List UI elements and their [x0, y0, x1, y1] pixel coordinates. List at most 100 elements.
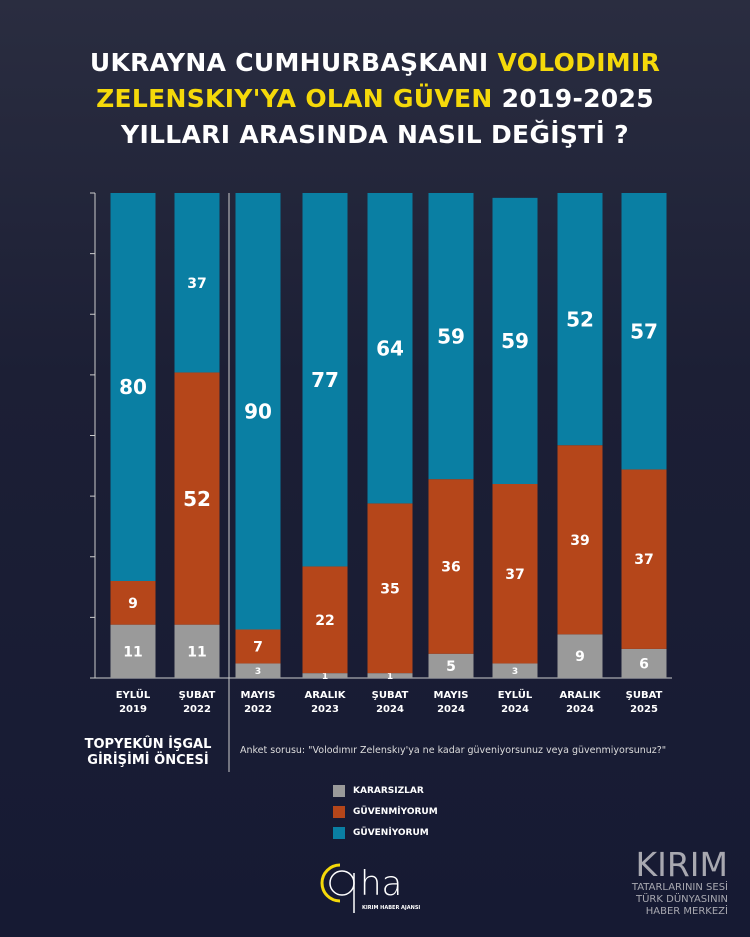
legend-swatch — [333, 805, 345, 818]
data-label: 5 — [446, 659, 456, 675]
legend-label: GÜVENMİYORUM — [353, 806, 438, 817]
data-label: 37 — [634, 552, 653, 568]
legend-item: KARARSIZLAR — [333, 780, 438, 801]
data-label: 9 — [128, 596, 138, 612]
note-line: GİRİŞİMİ ÖNCESİ — [87, 753, 209, 768]
x-tick-label: ARALIK — [304, 690, 346, 701]
x-tick-label: MAYIS — [241, 690, 276, 701]
bar-guvenmiyorum — [492, 484, 538, 664]
data-label: 11 — [187, 644, 206, 660]
x-tick-label: 2022 — [244, 704, 272, 715]
data-label: 37 — [505, 567, 524, 583]
svg-text:ha: ha — [360, 864, 402, 904]
legend-swatch — [333, 784, 345, 797]
x-tick-label: 2022 — [183, 704, 211, 715]
brand-line: TÜRK DÜNYASININ — [636, 894, 728, 905]
bar-kararsizlar — [621, 648, 667, 678]
bar-guveniyorum — [492, 197, 538, 484]
bar-kararsizlar — [557, 634, 603, 678]
data-label: 7 — [253, 640, 263, 656]
data-label: 3 — [255, 667, 261, 677]
data-label: 77 — [311, 368, 339, 392]
data-label: 35 — [380, 581, 399, 597]
bar-guveniyorum — [174, 193, 220, 373]
legend: KARARSIZLAR GÜVENMİYORUM GÜVENİYORUM — [333, 780, 438, 843]
title-text: YILLARI ARASINDA NASIL DEĞİŞTİ ? — [121, 120, 629, 149]
logo-subtitle: KIRIM HABER AJANSI — [362, 905, 421, 911]
brand-block: KIRIM TATARLARININ SESİ TÜRK DÜNYASININ … — [632, 848, 728, 918]
bar-guveniyorum — [302, 193, 348, 567]
bar-guveniyorum — [367, 193, 413, 504]
x-tick-label: ŞUBAT — [626, 690, 663, 701]
x-tick-label: EYLÜL — [498, 687, 533, 701]
brand-line: TATARLARININ SESİ — [631, 882, 728, 893]
x-tick-label: ARALIK — [559, 690, 601, 701]
data-label: 52 — [183, 487, 211, 511]
stacked-bar-chart: 11980EYLÜL2019115237ŞUBAT20223790MAYIS20… — [90, 192, 672, 772]
qha-logo: ha — [320, 863, 402, 913]
data-label: 6 — [639, 656, 649, 672]
x-tick-label: 2024 — [376, 704, 404, 715]
data-label: 9 — [575, 649, 585, 665]
brand-name: KIRIM — [635, 845, 728, 884]
x-tick-label: EYLÜL — [116, 687, 151, 701]
x-tick-label: 2023 — [311, 704, 339, 715]
bar-kararsizlar — [367, 673, 413, 678]
data-label: 37 — [187, 276, 206, 292]
legend-swatch — [333, 826, 345, 839]
bar-guvenmiyorum — [428, 479, 474, 654]
bar-guveniyorum — [428, 193, 474, 480]
data-label: 80 — [119, 375, 147, 399]
title-text: 2019-2025 — [492, 84, 654, 113]
survey-question: Anket sorusu: "Volodımır Zelenskıy'ya ne… — [240, 745, 667, 756]
bar-guvenmiyorum — [235, 629, 281, 664]
data-label: 39 — [570, 533, 589, 549]
data-label: 3 — [512, 667, 518, 677]
data-label: 22 — [315, 613, 334, 629]
x-tick-label: ŞUBAT — [372, 690, 409, 701]
title-highlight: VOLODIMIR — [497, 48, 661, 77]
data-label: 59 — [437, 324, 465, 348]
x-tick-label: MAYIS — [434, 690, 469, 701]
note-line: TOPYEKÛN İŞGAL — [84, 737, 212, 752]
x-tick-label: 2024 — [566, 704, 594, 715]
x-tick-label: 2025 — [630, 704, 658, 715]
bar-guvenmiyorum — [110, 581, 156, 625]
bar-kararsizlar — [492, 663, 538, 678]
bar-guveniyorum — [621, 193, 667, 470]
x-tick-label: 2024 — [501, 704, 529, 715]
data-label: 36 — [441, 559, 460, 575]
data-label: 52 — [566, 307, 594, 331]
brand-line: HABER MERKEZİ — [645, 906, 728, 917]
data-label: 64 — [376, 336, 404, 360]
bar-guvenmiyorum — [557, 445, 603, 635]
chart-title: UKRAYNA CUMHURBAŞKANI VOLODIMIR ZELENSKI… — [0, 45, 750, 153]
title-highlight: ZELENSKIY'YA OLAN GÜVEN — [96, 84, 493, 113]
bar-guvenmiyorum — [302, 566, 348, 674]
bar-kararsizlar — [235, 663, 281, 678]
data-label: 11 — [123, 644, 142, 660]
pre-invasion-note: TOPYEKÛN İŞGAL GİRİŞİMİ ÖNCESİ — [78, 737, 218, 769]
x-tick-label: 2019 — [119, 704, 147, 715]
legend-label: KARARSIZLAR — [353, 785, 424, 796]
bar-kararsizlar — [110, 624, 156, 678]
bar-guvenmiyorum — [174, 372, 220, 625]
legend-item: GÜVENİYORUM — [333, 822, 438, 843]
data-label: 57 — [630, 319, 658, 343]
bar-guveniyorum — [557, 193, 603, 446]
data-label: 1 — [322, 672, 328, 682]
bar-kararsizlar — [428, 653, 474, 678]
title-text: UKRAYNA CUMHURBAŞKANI — [89, 48, 498, 77]
data-label: 59 — [501, 329, 529, 353]
data-label: 1 — [387, 672, 393, 682]
legend-item: GÜVENMİYORUM — [333, 801, 438, 822]
x-tick-label: ŞUBAT — [179, 690, 216, 701]
bar-guvenmiyorum — [367, 503, 413, 674]
bar-guvenmiyorum — [621, 469, 667, 649]
bar-kararsizlar — [302, 673, 348, 678]
x-tick-label: 2024 — [437, 704, 465, 715]
bar-kararsizlar — [174, 624, 220, 678]
bar-guveniyorum — [235, 193, 281, 630]
legend-label: GÜVENİYORUM — [353, 827, 429, 838]
